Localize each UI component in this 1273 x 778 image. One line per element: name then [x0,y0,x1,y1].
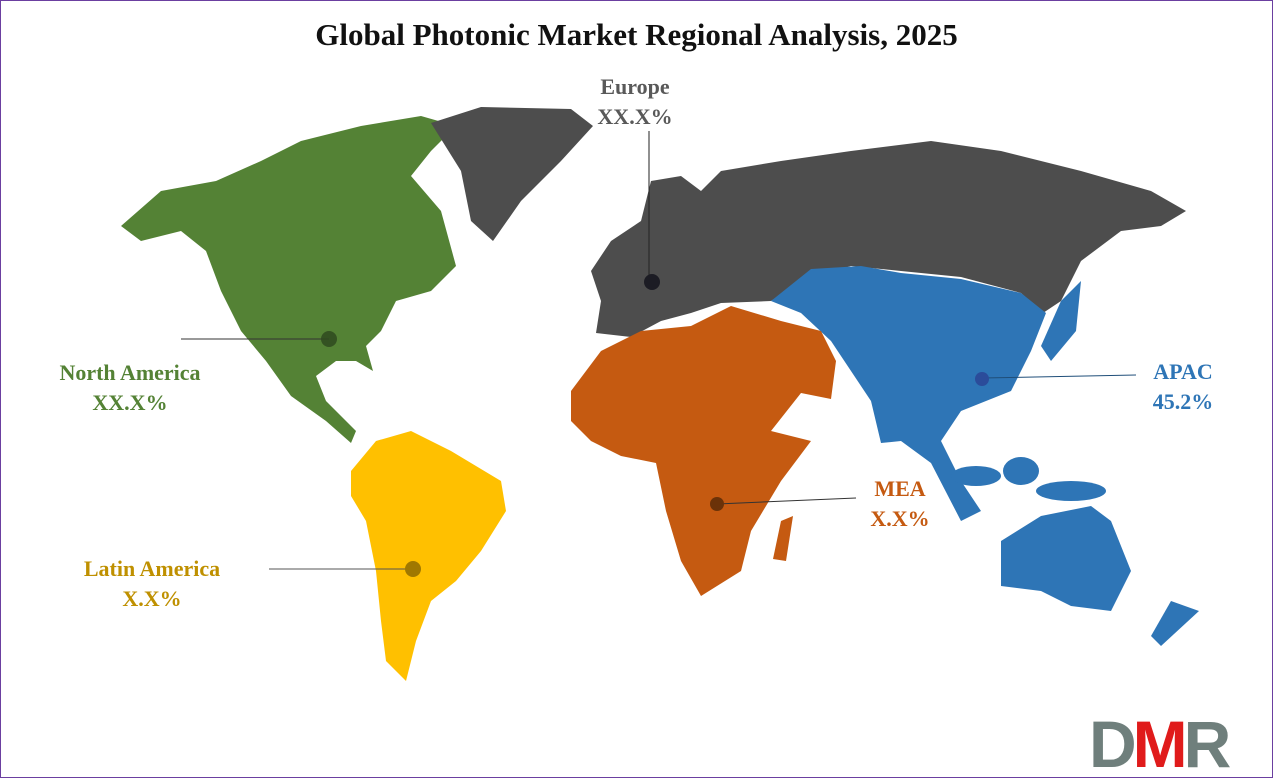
leader-north-america [181,331,337,347]
region-latin-america [351,431,506,681]
leader-europe [644,131,660,290]
region-apac [771,266,1199,646]
region-value: 45.2% [1152,389,1214,414]
map-title: Global Photonic Market Regional Analysis… [315,17,958,52]
region-value: XX.X% [92,390,168,415]
label-latin-america: Latin America X.X% [84,554,220,614]
dmr-logo: DMR [1089,707,1231,778]
leader-apac [975,372,1137,386]
region-name: Europe [600,74,670,99]
region-mea [571,306,836,596]
region-name: North America [59,360,201,385]
region-name: APAC [1153,359,1213,384]
label-mea: MEA X.X% [870,474,929,534]
label-apac: APAC 45.2% [1153,357,1214,417]
leader-latin-america [269,561,421,577]
region-value: X.X% [122,586,182,611]
leader-mea [710,497,857,511]
region-name: MEA [874,476,926,501]
region-value: X.X% [870,506,930,531]
region-name: Latin America [83,556,221,581]
region-value: XX.X% [597,104,673,129]
region-greenland [431,107,593,241]
label-north-america: North America XX.X% [59,358,200,418]
region-europe [591,141,1186,337]
label-europe: Europe XX.X% [597,72,672,132]
region-north-america [121,116,456,443]
